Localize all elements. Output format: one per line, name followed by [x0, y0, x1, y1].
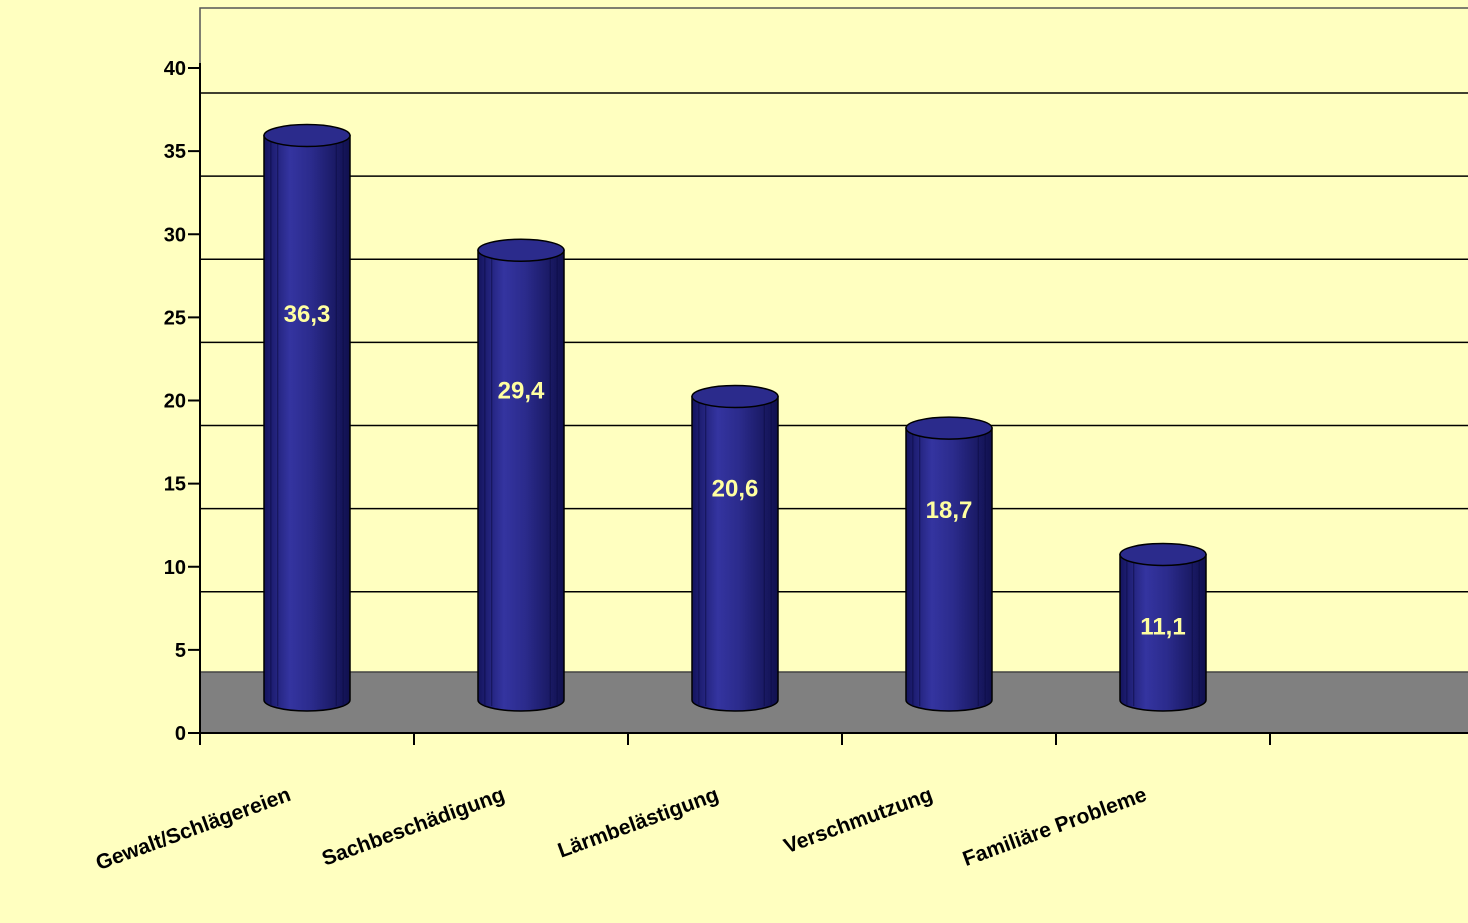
y-tick-label: 5 — [175, 640, 186, 662]
bar-body — [477, 249, 565, 712]
bar-top-cap — [905, 416, 993, 440]
y-tick-label: 10 — [164, 557, 186, 579]
data-label: 11,1 — [1140, 613, 1185, 640]
floor-plane — [200, 672, 1468, 733]
x-category-label: Sachbeschädigung — [319, 783, 508, 870]
y-tick-label: 40 — [164, 58, 186, 80]
bar-body — [1119, 553, 1207, 712]
y-tick-label: 0 — [175, 723, 186, 745]
data-label: 20,6 — [712, 476, 759, 503]
bar — [263, 123, 351, 712]
y-tick-label: 35 — [164, 141, 186, 163]
bar-body — [905, 427, 993, 712]
x-category-label: Gewalt/Schlägereien — [93, 783, 294, 875]
bar — [1119, 542, 1207, 712]
bar — [477, 238, 565, 712]
chart-floor — [200, 671, 1468, 733]
labels: 0 5 10 15 20 25 30 35 40 36,3 29,4 20,6 18,7 11,1 Gewa… — [93, 58, 1186, 875]
back-wall-edge — [199, 7, 1468, 733]
x-category-label: Familiäre Probleme — [960, 783, 1150, 871]
data-label: 18,7 — [926, 497, 973, 524]
bars — [263, 123, 1207, 712]
y-tick-label: 25 — [164, 307, 186, 329]
bar-top-cap — [691, 384, 779, 409]
x-category-label: Verschmutzung — [781, 783, 936, 858]
bar — [691, 384, 779, 712]
x-category-label: Lärmbelästigung — [555, 783, 722, 862]
gridlines — [199, 7, 1468, 733]
bar-top-cap — [1119, 542, 1207, 567]
data-label: 36,3 — [284, 301, 331, 328]
y-tick-label: 15 — [164, 474, 186, 496]
bar-body — [691, 395, 779, 712]
bar-body — [263, 134, 351, 712]
bar — [905, 416, 993, 712]
axes — [188, 63, 1468, 745]
data-label: 29,4 — [498, 378, 545, 405]
y-tick-label: 30 — [164, 224, 186, 246]
bar-top-cap — [263, 123, 351, 148]
y-tick-label: 20 — [164, 391, 186, 413]
bar-top-cap — [477, 238, 565, 262]
